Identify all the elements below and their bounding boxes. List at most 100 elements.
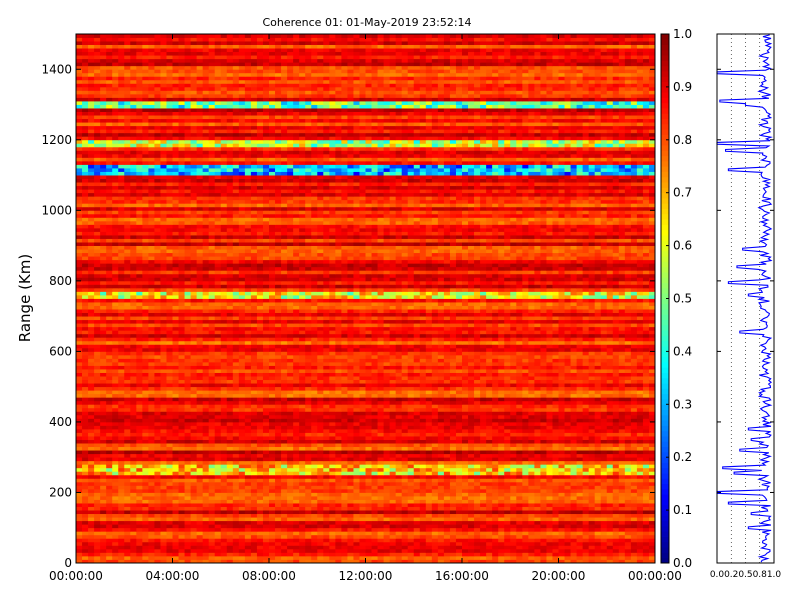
heatmap-cell <box>130 531 136 535</box>
heatmap-cell <box>607 478 613 482</box>
heatmap-cell <box>142 397 148 401</box>
heatmap-cell <box>118 500 124 504</box>
heatmap-cell <box>474 535 480 539</box>
heatmap-cell <box>269 429 275 433</box>
heatmap-cell <box>263 461 269 465</box>
heatmap-cell <box>166 383 172 387</box>
heatmap-cell <box>305 471 311 475</box>
heatmap-cell <box>396 489 402 493</box>
heatmap-cell <box>245 408 251 412</box>
heatmap-cell <box>546 429 552 433</box>
heatmap-cell <box>571 415 577 419</box>
heatmap-cell <box>329 535 335 539</box>
heatmap-cell <box>281 542 287 546</box>
heatmap-cell <box>571 397 577 401</box>
heatmap-cell <box>522 380 528 384</box>
heatmap-cell <box>203 517 209 521</box>
heatmap-cell <box>76 485 82 489</box>
heatmap-cell <box>142 492 148 496</box>
heatmap-cell <box>299 390 305 394</box>
heatmap-cell <box>323 433 329 437</box>
heatmap-cell <box>432 471 438 475</box>
heatmap-cell <box>643 517 649 521</box>
heatmap-cell <box>142 411 148 415</box>
heatmap-cell <box>305 535 311 539</box>
heatmap-cell <box>239 418 245 422</box>
heatmap-cell <box>480 457 486 461</box>
heatmap-cell <box>251 514 257 518</box>
heatmap-cell <box>510 397 516 401</box>
heatmap-cell <box>335 411 341 415</box>
heatmap-cell <box>378 517 384 521</box>
heatmap-cell <box>323 394 329 398</box>
heatmap-cell <box>613 496 619 500</box>
heatmap-cell <box>474 457 480 461</box>
heatmap-cell <box>444 464 450 468</box>
heatmap-cell <box>595 517 601 521</box>
heatmap-cell <box>148 524 154 528</box>
heatmap-cell <box>522 397 528 401</box>
heatmap-cell <box>197 489 203 493</box>
heatmap-cell <box>76 383 82 387</box>
heatmap-cell <box>94 380 100 384</box>
heatmap-cell <box>347 538 353 542</box>
heatmap-cell <box>209 471 215 475</box>
heatmap-cell <box>474 387 480 391</box>
heatmap-cell <box>450 436 456 440</box>
heatmap-cell <box>130 380 136 384</box>
heatmap-cell <box>82 468 88 472</box>
heatmap-cell <box>522 457 528 461</box>
heatmap-cell <box>299 468 305 472</box>
heatmap-cell <box>311 535 317 539</box>
heatmap-cell <box>148 397 154 401</box>
heatmap-cell <box>420 482 426 486</box>
heatmap-cell <box>239 549 245 553</box>
heatmap-cell <box>378 429 384 433</box>
heatmap-cell <box>106 503 112 507</box>
heatmap-cell <box>275 538 281 542</box>
heatmap-cell <box>571 492 577 496</box>
heatmap-cell <box>516 380 522 384</box>
heatmap-cell <box>601 475 607 479</box>
heatmap-cell <box>118 464 124 468</box>
heatmap-cell <box>269 418 275 422</box>
heatmap-cell <box>293 545 299 549</box>
heatmap-cell <box>384 418 390 422</box>
heatmap-cell <box>607 397 613 401</box>
heatmap-cell <box>197 436 203 440</box>
heatmap-cell <box>432 380 438 384</box>
heatmap-cell <box>492 492 498 496</box>
heatmap-cell <box>124 394 130 398</box>
heatmap-cell <box>82 538 88 542</box>
heatmap-cell <box>335 415 341 419</box>
heatmap-cell <box>450 443 456 447</box>
heatmap-cell <box>384 528 390 532</box>
heatmap-cell <box>462 383 468 387</box>
heatmap-cell <box>474 489 480 493</box>
heatmap-cell <box>124 401 130 405</box>
heatmap-cell <box>142 387 148 391</box>
heatmap-cell <box>625 471 631 475</box>
heatmap-cell <box>613 461 619 465</box>
heatmap-cell <box>372 507 378 511</box>
heatmap-cell <box>534 383 540 387</box>
heatmap-cell <box>583 521 589 525</box>
heatmap-cell <box>257 510 263 514</box>
heatmap-cell <box>112 542 118 546</box>
heatmap-cell <box>366 457 372 461</box>
heatmap-cell <box>649 422 655 426</box>
heatmap-cell <box>510 450 516 454</box>
heatmap-cell <box>323 496 329 500</box>
heatmap-cell <box>148 404 154 408</box>
heatmap-cell <box>420 471 426 475</box>
heatmap-cell <box>112 545 118 549</box>
heatmap-cell <box>619 552 625 556</box>
heatmap-cell <box>559 528 565 532</box>
heatmap-cell <box>281 514 287 518</box>
heatmap-cell <box>450 510 456 514</box>
heatmap-cell <box>305 454 311 458</box>
heatmap-cell <box>474 411 480 415</box>
heatmap-cell <box>607 510 613 514</box>
heatmap-cell <box>233 538 239 542</box>
heatmap-cell <box>486 521 492 525</box>
